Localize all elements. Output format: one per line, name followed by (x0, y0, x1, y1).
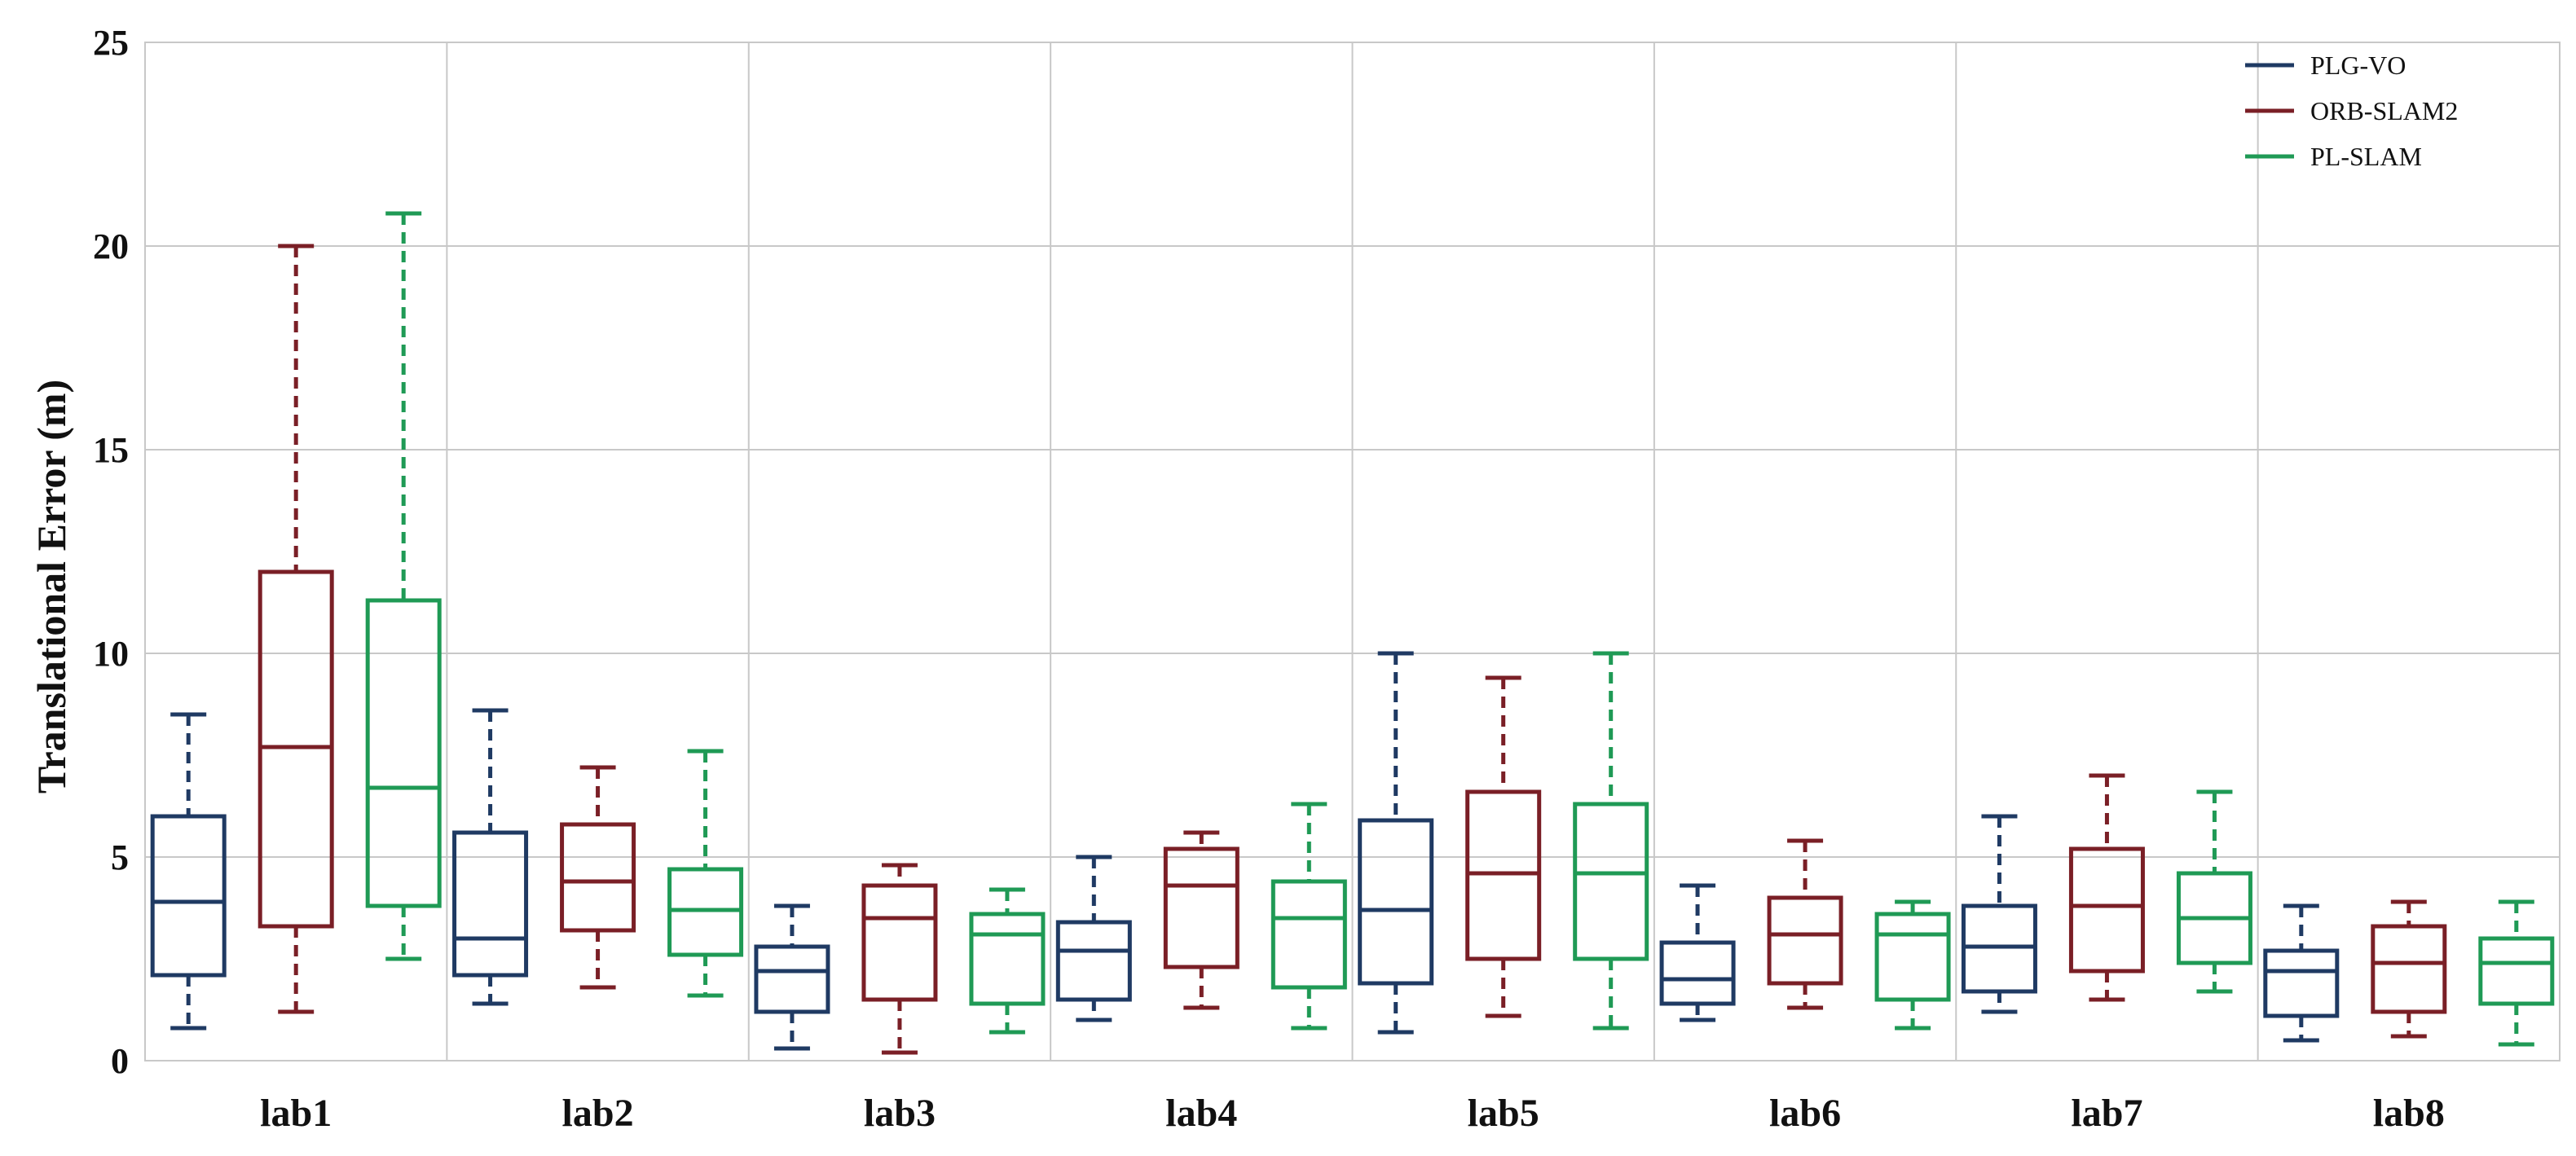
box-pl-slam-lab8 (2478, 899, 2555, 1047)
box-orb-slam2-lab5 (1465, 675, 1542, 1018)
y-tick-label: 0 (111, 1041, 129, 1081)
box-plg-vo-lab4 (1055, 855, 1132, 1022)
iqr-box (365, 598, 442, 908)
iqr-box (452, 830, 529, 978)
iqr-box (1659, 940, 1736, 1006)
box-orb-slam2-lab1 (258, 244, 334, 1014)
box-pl-slam-lab1 (365, 211, 442, 961)
y-tick-label: 15 (93, 430, 129, 470)
box-plg-vo-lab6 (1659, 883, 1736, 1022)
iqr-box (1270, 879, 1347, 990)
box-plg-vo-lab3 (754, 903, 830, 1051)
iqr-box (969, 912, 1046, 1006)
x-tick-label: lab3 (864, 1092, 936, 1135)
box-pl-slam-lab5 (1573, 651, 1649, 1031)
box-pl-slam-lab3 (969, 887, 1046, 1035)
x-tick-label: lab8 (2373, 1092, 2445, 1135)
iqr-box (1573, 802, 1649, 961)
iqr-box (560, 822, 636, 933)
y-tick-label: 10 (93, 634, 129, 674)
box-pl-slam-lab2 (667, 749, 744, 998)
box-plg-vo-lab1 (150, 712, 227, 1031)
box-pl-slam-lab7 (2176, 789, 2252, 994)
x-tick-label: lab2 (562, 1092, 634, 1135)
iqr-box (1874, 912, 1951, 1002)
iqr-box (861, 883, 938, 1002)
iqr-box (1055, 920, 1132, 1002)
legend: PLG-VO ORB-SLAM2 PL-SLAM (2245, 51, 2458, 171)
box-pl-slam-lab4 (1270, 802, 1347, 1031)
iqr-box (754, 944, 830, 1014)
y-axis-title: Translational Error (m) (29, 380, 74, 793)
iqr-box (2068, 846, 2145, 974)
box-pl-slam-lab6 (1874, 899, 1951, 1031)
legend-label: ORB-SLAM2 (2310, 96, 2458, 125)
legend-label: PLG-VO (2310, 51, 2406, 80)
box-orb-slam2-lab6 (1767, 838, 1843, 1010)
y-tick-label: 5 (111, 837, 129, 877)
box-plg-vo-lab7 (1961, 814, 2037, 1014)
box-orb-slam2-lab4 (1163, 830, 1240, 1010)
x-tick-label: lab6 (1769, 1092, 1841, 1135)
box-plg-vo-lab8 (2263, 903, 2340, 1043)
iqr-box (1163, 846, 1240, 969)
box-plg-vo-lab2 (452, 708, 529, 1006)
x-tick-label: lab4 (1165, 1092, 1237, 1135)
x-tick-label: lab7 (2071, 1092, 2142, 1135)
box-orb-slam2-lab2 (560, 765, 636, 990)
box-layer (150, 211, 2555, 1055)
axis-layer: 0 5 10 15 20 25 lab1 lab2 lab3 lab4 lab5 lab6 lab7 la… (93, 23, 2445, 1135)
y-tick-label: 25 (93, 23, 129, 63)
legend-label: PL-SLAM (2310, 142, 2422, 171)
box-plg-vo-lab5 (1358, 651, 1434, 1035)
x-tick-label: lab1 (260, 1092, 332, 1135)
x-tick-label: lab5 (1468, 1092, 1539, 1135)
iqr-box (2371, 924, 2447, 1014)
iqr-box (2263, 948, 2340, 1018)
iqr-box (1767, 895, 1843, 986)
grid-layer (144, 42, 2561, 1061)
box-orb-slam2-lab8 (2371, 899, 2447, 1039)
box-orb-slam2-lab7 (2068, 773, 2145, 1002)
iqr-box (1358, 818, 1434, 986)
y-tick-label: 20 (93, 226, 129, 266)
iqr-box (150, 814, 227, 978)
iqr-box (2478, 936, 2555, 1006)
box-orb-slam2-lab3 (861, 863, 938, 1055)
